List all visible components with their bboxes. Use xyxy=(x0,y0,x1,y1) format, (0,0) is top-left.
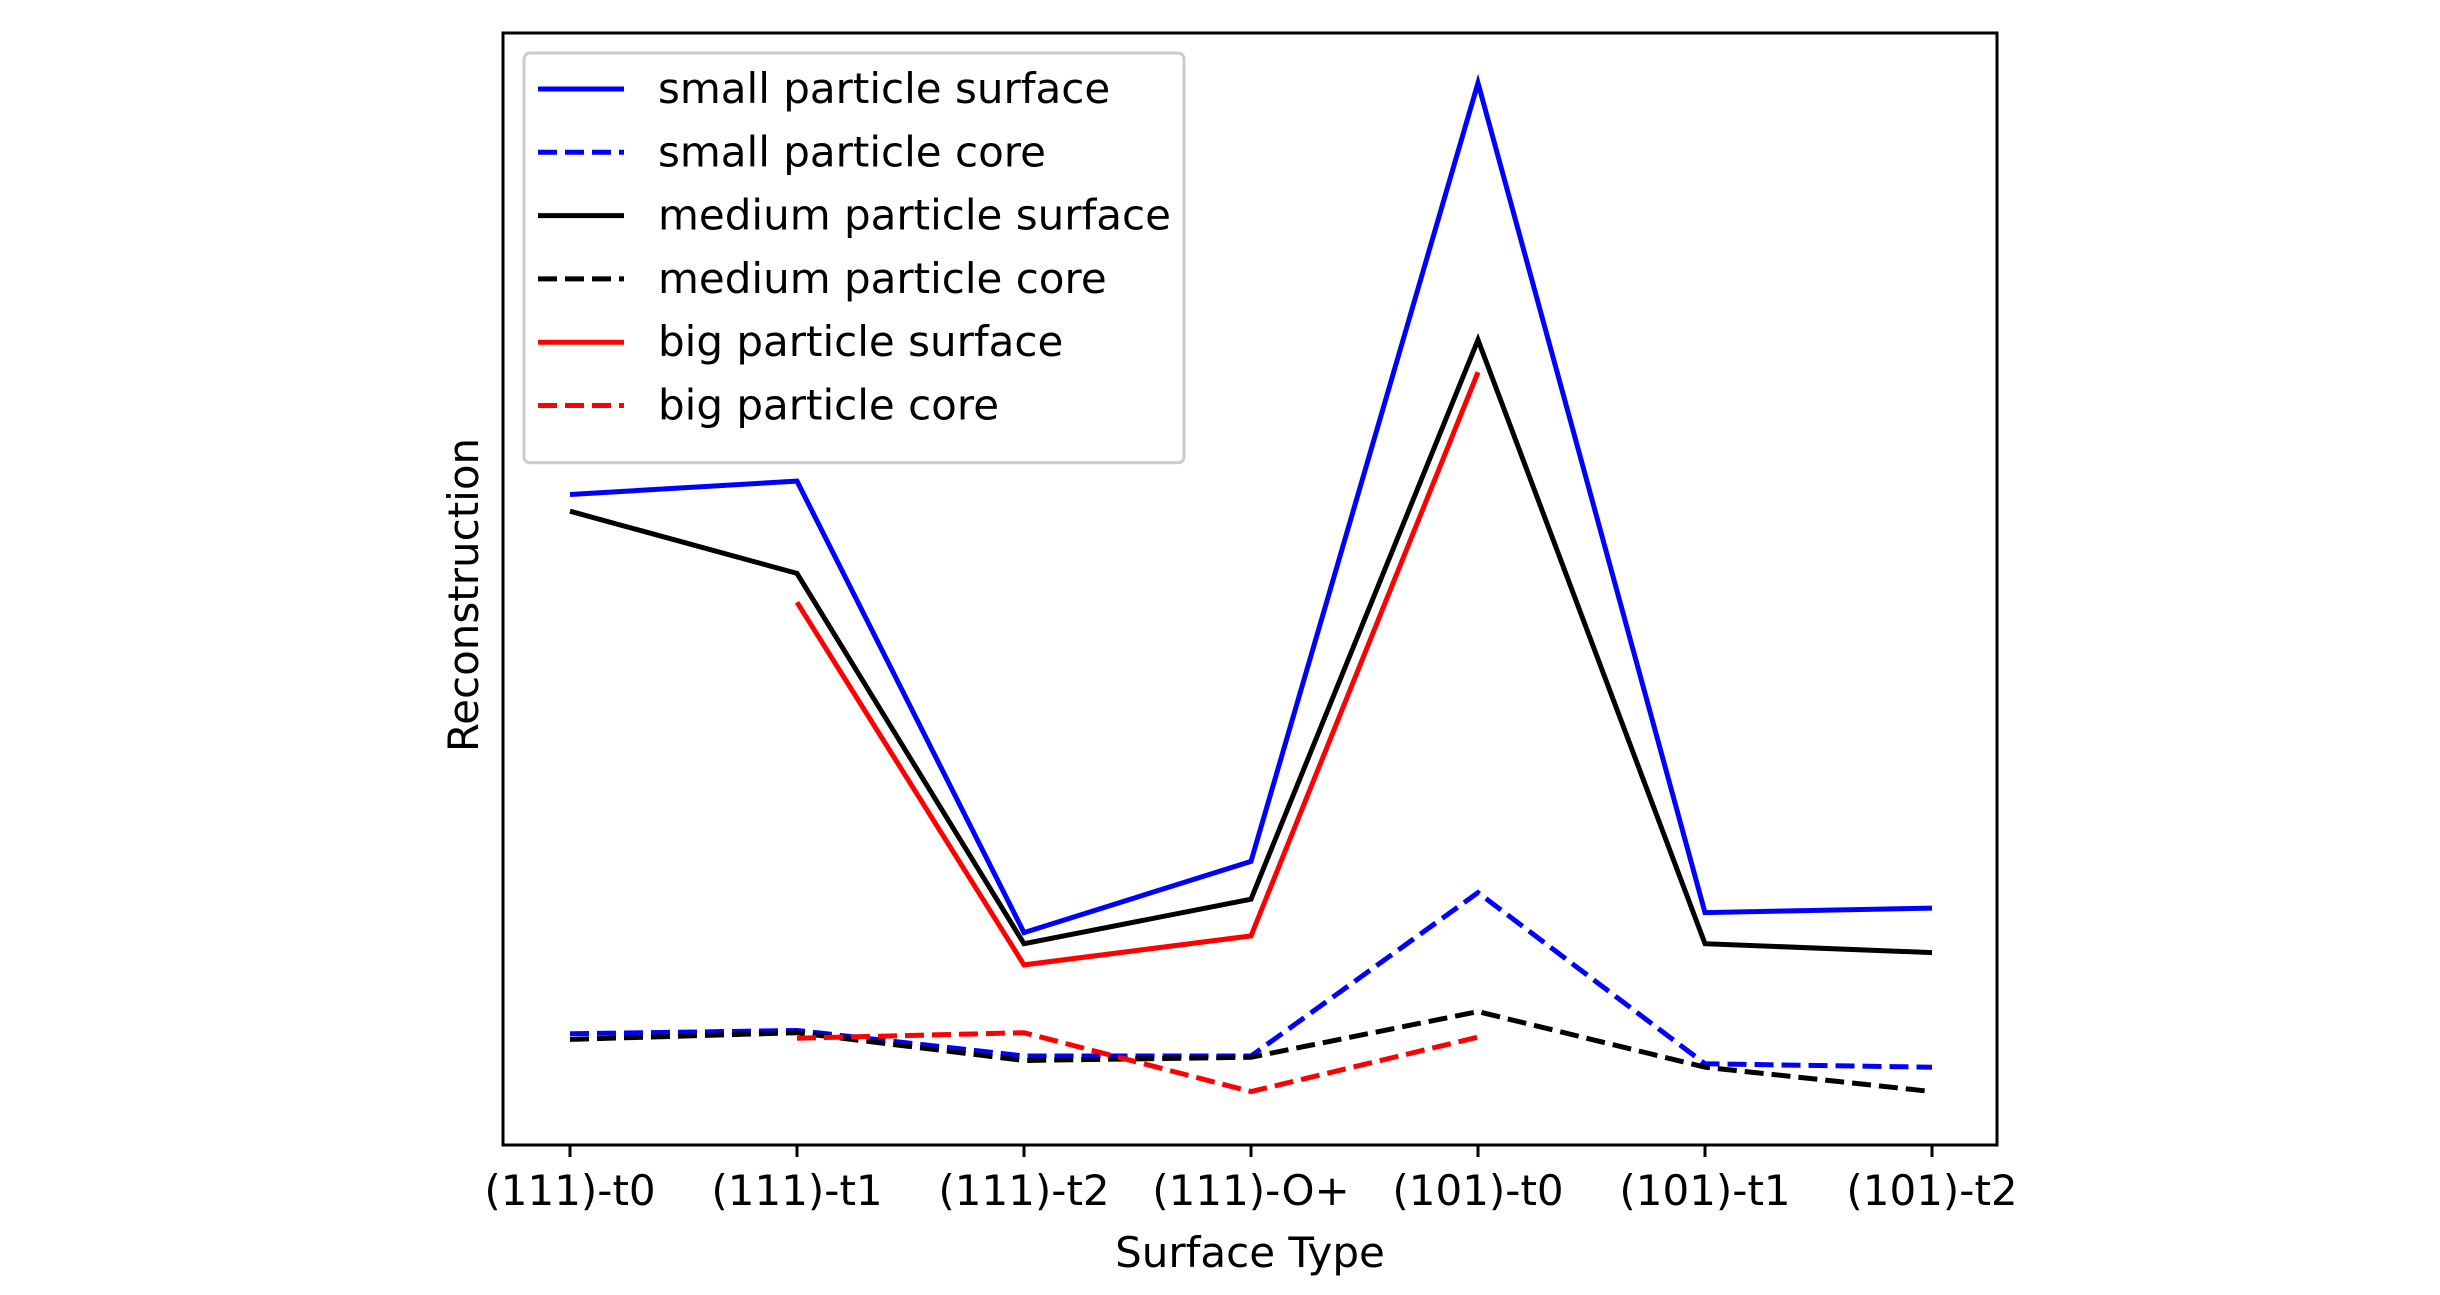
legend-entry-label: medium particle core xyxy=(658,254,1107,303)
series-line xyxy=(569,73,1933,936)
series-line xyxy=(794,371,1481,968)
x-tick-label: (101)-t1 xyxy=(1619,1166,1790,1215)
x-tick-label: (101)-t2 xyxy=(1846,1166,2017,1215)
x-tick-label: (111)-t2 xyxy=(938,1166,1109,1215)
x-tick-label: (111)-t1 xyxy=(711,1166,882,1215)
series-line xyxy=(569,333,1933,956)
legend-entry-label: medium particle surface xyxy=(658,191,1171,240)
legend-entry-label: small particle core xyxy=(658,127,1046,176)
series-line xyxy=(796,1030,1479,1095)
legend: small particle surface small particle cor… xyxy=(522,51,1186,465)
legend-box xyxy=(522,51,1186,465)
x-axis-ticks: (111)-t0 (111)-t1 (111)-t2 (111)-O+ (101)-t0… xyxy=(484,1145,2018,1215)
legend-entry-label: small particle surface xyxy=(658,64,1110,113)
legend-entry-label: big particle surface xyxy=(658,317,1063,366)
series-layer xyxy=(569,73,1933,1095)
x-axis-label: Surface Type xyxy=(1115,1228,1385,1277)
x-tick-label: (111)-O+ xyxy=(1152,1166,1350,1215)
legend-entry-label: big particle core xyxy=(658,381,999,430)
series-line xyxy=(569,1009,1933,1095)
x-tick-label: (111)-t0 xyxy=(484,1166,655,1215)
x-tick-label: (101)-t0 xyxy=(1392,1166,1563,1215)
y-axis-label: Reconstruction xyxy=(439,438,488,752)
